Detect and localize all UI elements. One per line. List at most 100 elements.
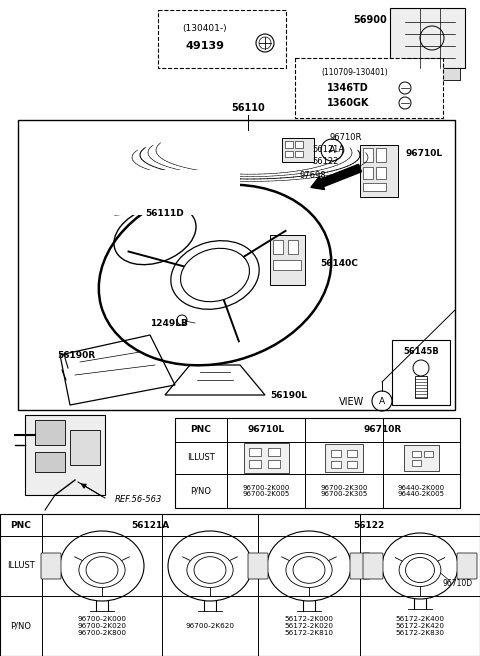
Bar (374, 557, 380, 565)
Ellipse shape (286, 552, 332, 588)
Text: 96700-2K000
96700-2K020
96700-2K800: 96700-2K000 96700-2K020 96700-2K800 (77, 616, 127, 636)
Bar (35, 420, 65, 445)
Bar (259, 557, 265, 565)
Text: 1249LB: 1249LB (150, 319, 188, 327)
Bar (285, 141, 293, 148)
Ellipse shape (79, 552, 125, 588)
Text: 56172-2K400
56172-2K420
56172-2K830: 56172-2K400 56172-2K420 56172-2K830 (396, 616, 444, 636)
Ellipse shape (194, 557, 226, 583)
Bar (285, 151, 293, 157)
Bar (366, 568, 379, 574)
Bar (249, 460, 261, 468)
Bar (44, 557, 50, 565)
Text: 96710L: 96710L (405, 148, 442, 157)
Bar (0, 514, 480, 656)
Text: ILLUST: ILLUST (187, 453, 215, 462)
Text: 56145B: 56145B (403, 346, 439, 356)
Bar (405, 68, 460, 80)
Bar (360, 145, 398, 197)
Text: 96710R: 96710R (363, 426, 402, 434)
Bar (295, 58, 443, 118)
Bar (268, 460, 280, 468)
Bar (295, 151, 303, 157)
Text: (110709-130401): (110709-130401) (322, 68, 388, 77)
Bar (25, 415, 105, 495)
Text: P/NO: P/NO (191, 487, 212, 495)
Text: 96710L: 96710L (247, 426, 285, 434)
Ellipse shape (187, 552, 233, 588)
Bar (325, 444, 363, 472)
Bar (460, 557, 466, 565)
Text: 96700-2K000
96700-2K005: 96700-2K000 96700-2K005 (242, 485, 290, 497)
Bar (353, 557, 359, 565)
FancyBboxPatch shape (350, 553, 370, 579)
Bar (288, 240, 298, 254)
Text: PNC: PNC (11, 520, 31, 529)
Bar (411, 460, 420, 466)
Bar (347, 461, 357, 468)
Bar (363, 167, 373, 179)
FancyBboxPatch shape (363, 553, 383, 579)
Text: ILLUST: ILLUST (7, 562, 35, 571)
Ellipse shape (399, 554, 441, 586)
Bar (52, 557, 58, 565)
Text: 56110: 56110 (231, 103, 265, 113)
Bar (35, 452, 65, 472)
Bar (363, 183, 386, 191)
Text: 96440-2K000
96440-2K005: 96440-2K000 96440-2K005 (398, 485, 445, 497)
Bar (404, 445, 439, 471)
Text: 56190L: 56190L (270, 390, 307, 400)
Text: A: A (379, 396, 385, 405)
FancyBboxPatch shape (41, 553, 61, 579)
Bar (468, 557, 474, 565)
Text: (130401-): (130401-) (183, 24, 228, 33)
Bar (158, 10, 286, 68)
Text: 56121A: 56121A (131, 520, 169, 529)
Bar (460, 568, 473, 574)
Bar (347, 450, 357, 457)
FancyBboxPatch shape (248, 553, 268, 579)
Bar (423, 451, 432, 457)
Bar (44, 568, 57, 574)
Text: VIEW: VIEW (339, 397, 365, 407)
Bar (363, 148, 373, 162)
Text: 96700-2K620: 96700-2K620 (185, 623, 235, 629)
Bar (376, 167, 386, 179)
Bar (18, 120, 455, 410)
Bar (376, 148, 386, 162)
Text: 56122: 56122 (353, 520, 384, 529)
Bar (366, 557, 372, 565)
Ellipse shape (406, 558, 434, 583)
FancyArrow shape (311, 164, 361, 190)
Text: 96700-2K300
96700-2K305: 96700-2K300 96700-2K305 (320, 485, 368, 497)
Text: 1346TD: 1346TD (327, 83, 369, 93)
Text: 1360GK: 1360GK (327, 98, 369, 108)
Ellipse shape (293, 557, 325, 583)
Bar (273, 240, 283, 254)
Ellipse shape (86, 557, 118, 583)
Text: 56172-2K000
56172-2K020
56172-2K810: 56172-2K000 56172-2K020 56172-2K810 (285, 616, 334, 636)
Bar (415, 376, 427, 398)
Text: 56122: 56122 (312, 157, 338, 167)
Text: P/NO: P/NO (11, 621, 32, 630)
Ellipse shape (180, 249, 250, 302)
Text: REF.56-563: REF.56-563 (114, 495, 162, 504)
Bar (361, 557, 367, 565)
Bar (390, 8, 465, 68)
Text: 97698: 97698 (300, 171, 326, 180)
Bar (392, 340, 450, 405)
Text: 56121A: 56121A (312, 146, 344, 155)
Bar (411, 451, 420, 457)
Bar (251, 568, 264, 574)
Bar (270, 235, 305, 285)
Text: 96710D: 96710D (443, 579, 473, 588)
Bar (353, 568, 366, 574)
Text: 56900: 56900 (353, 15, 387, 25)
Bar (273, 260, 301, 270)
Bar (100, 170, 240, 215)
Bar (331, 461, 341, 468)
Bar (268, 448, 280, 456)
Text: 56111D: 56111D (145, 209, 184, 218)
Text: 49139: 49139 (185, 41, 225, 51)
Bar (249, 448, 261, 456)
